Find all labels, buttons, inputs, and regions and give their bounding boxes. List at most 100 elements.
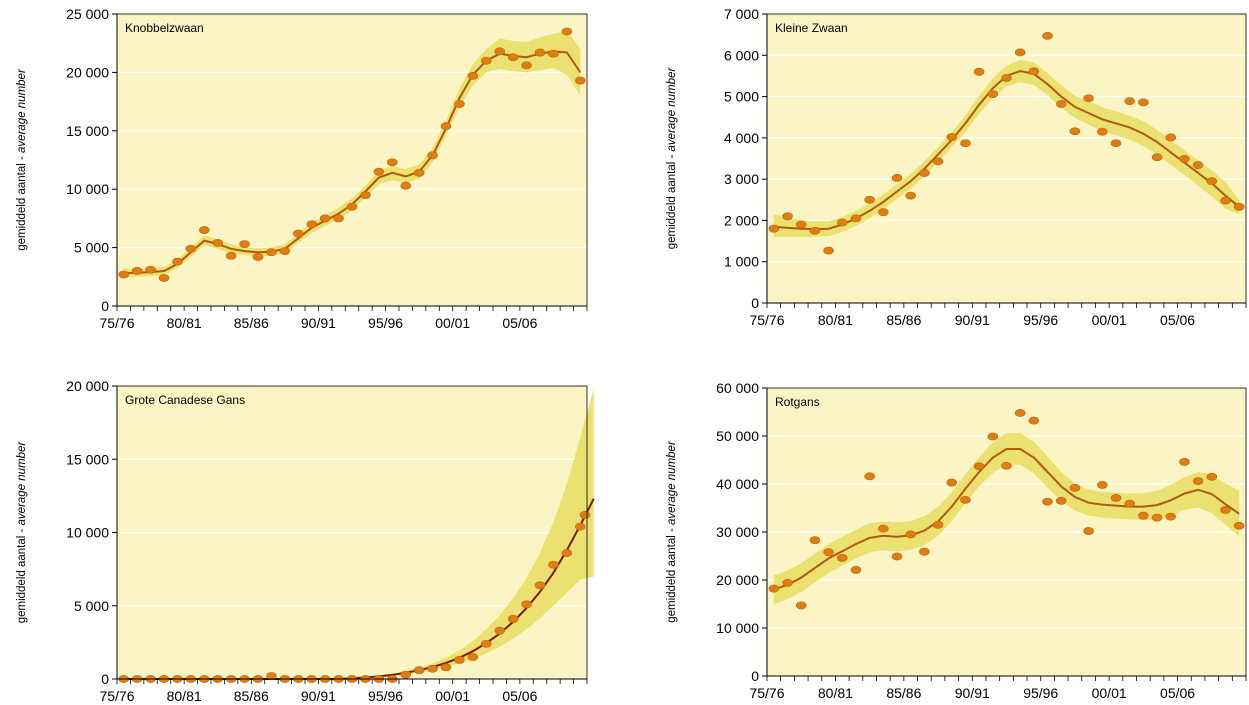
data-point xyxy=(1151,153,1163,162)
chart-title: Grote Canadese Gans xyxy=(125,393,245,407)
data-point xyxy=(1138,98,1149,107)
data-point xyxy=(413,168,425,177)
data-point xyxy=(823,548,834,557)
data-point xyxy=(809,536,821,545)
y-tick-label: 20 000 xyxy=(716,572,759,588)
y-tick-label: 15 000 xyxy=(66,451,109,467)
y-tick-label: 6 000 xyxy=(724,47,759,63)
data-point xyxy=(768,584,780,593)
data-point xyxy=(1055,496,1067,505)
data-point xyxy=(1069,127,1081,136)
data-point xyxy=(878,208,889,217)
data-point xyxy=(768,224,780,233)
y-tick-label: 50 000 xyxy=(716,428,759,444)
data-point xyxy=(1028,416,1040,425)
y-tick-label: 0 xyxy=(101,298,109,314)
data-point xyxy=(561,27,573,36)
x-tick-label: 00/01 xyxy=(1092,312,1127,328)
data-point xyxy=(973,462,985,471)
data-point xyxy=(521,600,532,609)
data-point xyxy=(864,195,875,204)
y-tick-label: 30 000 xyxy=(716,524,759,540)
data-point xyxy=(574,522,586,531)
data-point xyxy=(198,226,210,234)
data-point xyxy=(1192,477,1204,486)
data-point xyxy=(225,251,237,260)
data-point xyxy=(467,72,479,80)
confidence-band xyxy=(773,59,1240,237)
data-point xyxy=(1233,202,1245,211)
y-tick-label: 10 000 xyxy=(66,525,109,541)
x-tick-label: 95/96 xyxy=(1023,312,1058,328)
data-point xyxy=(919,547,930,556)
data-point xyxy=(172,257,183,266)
data-point xyxy=(905,530,917,539)
data-point xyxy=(494,47,506,56)
data-point xyxy=(574,76,586,85)
chart-grote-canadese-gans: 0 5 000 10 000 15 000 20 000 75/76 80/81 85/86 9… xyxy=(16,378,595,704)
data-point xyxy=(480,56,492,65)
data-point xyxy=(1069,483,1081,492)
data-point xyxy=(548,560,559,569)
data-point xyxy=(306,220,318,229)
y-tick-label: 1 000 xyxy=(724,254,759,270)
data-point xyxy=(1124,97,1135,106)
data-point xyxy=(864,472,875,481)
data-point xyxy=(118,270,130,279)
data-point xyxy=(1165,133,1177,142)
data-point xyxy=(427,151,438,160)
data-point xyxy=(266,248,277,257)
x-tick-label: 85/86 xyxy=(234,688,269,704)
data-point xyxy=(1014,48,1026,57)
data-point xyxy=(782,212,793,221)
y-tick-label: 60 000 xyxy=(716,380,759,396)
data-point xyxy=(1110,494,1122,502)
y-tick-label: 2 000 xyxy=(724,212,759,228)
chart-knobbelzwaan: 0 5 000 10 000 15 000 20 000 25 000 75/76 80/81… xyxy=(16,6,588,331)
y-axis-label-english: average number xyxy=(16,68,28,153)
data-point xyxy=(1179,155,1190,163)
data-point xyxy=(400,670,412,679)
data-point xyxy=(507,53,519,62)
x-tick-label: 75/76 xyxy=(749,312,784,328)
y-tick-label: 4 000 xyxy=(724,130,759,146)
x-tick-label: 95/96 xyxy=(368,315,403,331)
chart-rotgans: 0 10 000 20 000 30 000 40 000 50 000 60 000 75/… xyxy=(666,380,1247,701)
x-tick-label: 85/86 xyxy=(234,315,269,331)
data-point xyxy=(932,157,944,166)
x-tick-label: 90/91 xyxy=(301,315,336,331)
data-point xyxy=(1097,127,1108,136)
chart-title: Rotgans xyxy=(775,395,820,409)
data-point xyxy=(239,240,250,248)
y-tick-label: 20 000 xyxy=(66,378,109,394)
data-point xyxy=(1192,161,1204,170)
x-tick-label: 05/06 xyxy=(502,315,537,331)
data-point xyxy=(507,615,519,623)
data-point xyxy=(809,226,821,235)
data-point xyxy=(795,220,807,229)
data-point xyxy=(319,214,331,223)
data-point xyxy=(279,247,291,256)
x-tick-label: 05/06 xyxy=(1160,685,1195,701)
data-point xyxy=(1165,512,1177,521)
data-point xyxy=(1206,177,1218,186)
y-tick-label: 10 000 xyxy=(66,181,109,197)
data-point xyxy=(548,49,559,58)
x-tick-label: 90/91 xyxy=(955,685,990,701)
data-point xyxy=(427,664,438,673)
data-point xyxy=(1083,94,1094,103)
data-point xyxy=(373,167,385,176)
data-point xyxy=(400,181,412,190)
y-axis-label: gemiddeld aantal - average number xyxy=(16,68,28,251)
data-point xyxy=(534,48,546,57)
x-tick-label: 90/91 xyxy=(955,312,990,328)
x-tick-label: 80/81 xyxy=(167,688,202,704)
y-axis-label-english: average number xyxy=(16,441,28,526)
data-point xyxy=(1110,139,1122,148)
data-point xyxy=(1028,67,1040,76)
data-point xyxy=(1206,472,1218,481)
data-point xyxy=(960,495,971,504)
data-point xyxy=(158,274,170,282)
trend-line xyxy=(773,448,1240,591)
data-point xyxy=(1055,100,1067,108)
